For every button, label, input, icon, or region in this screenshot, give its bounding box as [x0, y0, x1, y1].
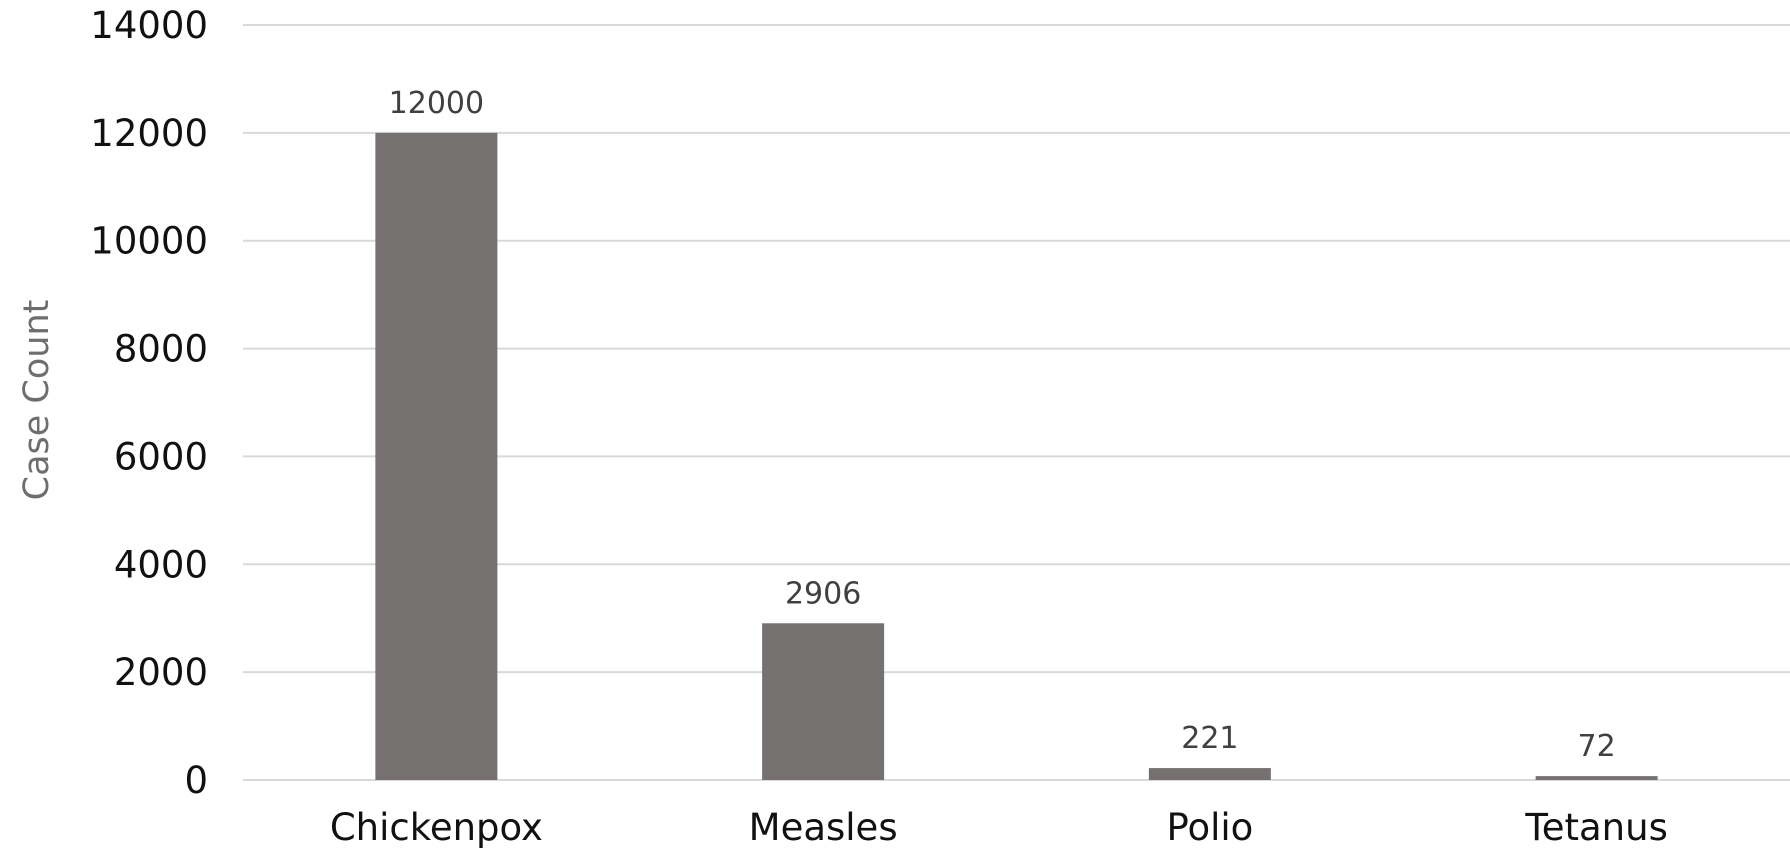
data-label: 72 [1578, 729, 1616, 764]
data-label: 2906 [785, 576, 861, 611]
gridlines [243, 24, 1790, 781]
x-axis-ticks: Chickenpox Measles Polio Tetanus [330, 806, 1668, 849]
y-axis-title: Case Count [17, 300, 57, 501]
x-tick-label: Tetanus [1524, 806, 1667, 849]
bar-chickenpox [375, 132, 498, 780]
bar-measles [762, 623, 885, 780]
bar-tetanus [1535, 776, 1658, 780]
bars [375, 132, 1658, 780]
x-tick-label: Measles [749, 806, 898, 849]
data-label: 12000 [389, 86, 484, 121]
y-axis-ticks: 0 2000 4000 6000 8000 10000 12000 14000 [90, 4, 208, 802]
x-tick-label: Polio [1166, 806, 1253, 849]
y-tick-label: 2000 [114, 651, 208, 694]
y-tick-label: 6000 [114, 435, 208, 478]
y-tick-label: 12000 [90, 112, 208, 155]
data-labels: 12000 2906 221 72 [389, 86, 1616, 764]
y-tick-label: 10000 [90, 220, 208, 263]
y-tick-label: 8000 [114, 328, 208, 371]
y-tick-label: 0 [184, 759, 208, 802]
y-tick-label: 4000 [114, 543, 208, 586]
y-tick-label: 14000 [90, 4, 208, 47]
data-label: 221 [1181, 721, 1238, 756]
bar-polio [1148, 768, 1271, 780]
x-tick-label: Chickenpox [330, 806, 543, 849]
